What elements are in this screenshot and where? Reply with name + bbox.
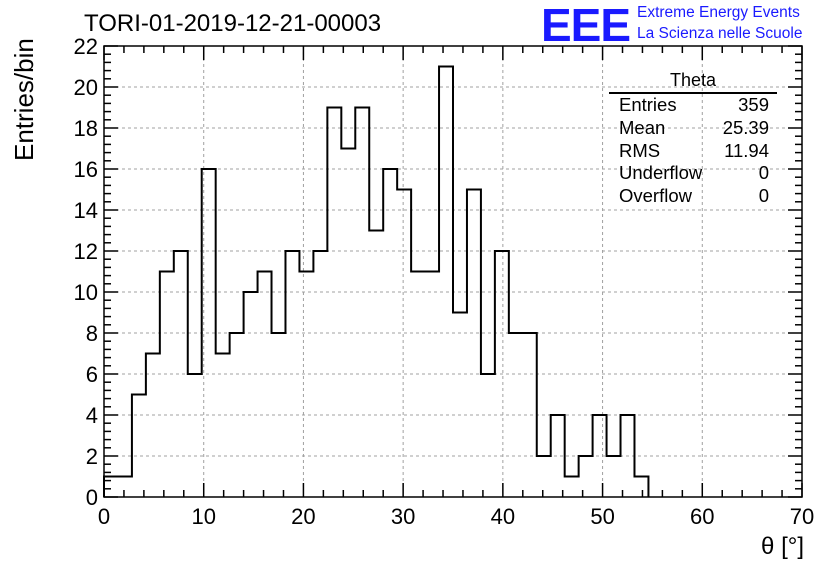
x-axis-label: θ [°] <box>761 533 804 560</box>
y-axis-label: Entries/bin <box>9 38 39 161</box>
stats-row-mean: Mean 25.39 <box>609 117 777 140</box>
axes: 0 10 20 30 40 50 60 70 0 2 4 6 8 10 12 14 16 18 20 22 <box>74 34 815 529</box>
y-tick-label: 16 <box>74 157 98 182</box>
x-tick-label: 0 <box>98 504 110 529</box>
stats-value: 359 <box>738 94 769 115</box>
x-tick-label: 40 <box>491 504 515 529</box>
x-tick-label: 10 <box>191 504 215 529</box>
x-tick-label: 60 <box>690 504 714 529</box>
y-tick-label: 20 <box>74 75 98 100</box>
y-tick-label: 10 <box>74 280 98 305</box>
stats-value: 0 <box>758 162 769 184</box>
plot-frame <box>103 45 803 498</box>
y-tick-label: 4 <box>86 403 98 428</box>
stats-box-title: Theta <box>609 70 777 94</box>
y-tick-label: 6 <box>86 362 98 387</box>
x-tick-label: 30 <box>391 504 415 529</box>
y-tick-label: 18 <box>74 116 98 141</box>
stats-label: Underflow <box>619 162 703 184</box>
x-tick-label: 50 <box>590 504 614 529</box>
y-tick-label: 0 <box>86 485 98 510</box>
stats-label: RMS <box>619 139 661 161</box>
y-tick-label: 2 <box>86 444 98 469</box>
stats-row-entries: Entries 359 <box>609 94 777 117</box>
stats-value: 0 <box>758 185 769 207</box>
x-tick-label: 70 <box>790 504 814 529</box>
logo-line-1: Extreme Energy Events <box>637 4 800 21</box>
y-tick-label: 14 <box>74 198 98 223</box>
stats-label: Mean <box>619 116 666 138</box>
stats-row-underflow: Underflow 0 <box>609 162 777 185</box>
stats-value: 11.94 <box>724 139 769 161</box>
eee-logo: EEE <box>541 0 631 51</box>
stats-row-rms: RMS 11.94 <box>609 140 777 163</box>
stats-row-overflow: Overflow 0 <box>609 185 777 208</box>
y-tick-label: 22 <box>74 34 98 59</box>
y-tick-label: 12 <box>74 239 98 264</box>
histogram-line <box>103 65 650 497</box>
chart-title: TORI-01-2019-12-21-00003 <box>84 10 382 37</box>
stats-value: 25.39 <box>722 116 769 138</box>
stats-label: Overflow <box>619 185 692 207</box>
histogram-series <box>103 65 650 497</box>
y-tick-label: 8 <box>86 321 98 346</box>
x-tick-label: 20 <box>291 504 315 529</box>
logo-line-2: La Scienza nelle Scuole <box>637 25 803 42</box>
stats-box: Theta Entries 359 Mean 25.39 RMS 11.94 U… <box>609 70 777 208</box>
stats-label: Entries <box>619 94 677 115</box>
